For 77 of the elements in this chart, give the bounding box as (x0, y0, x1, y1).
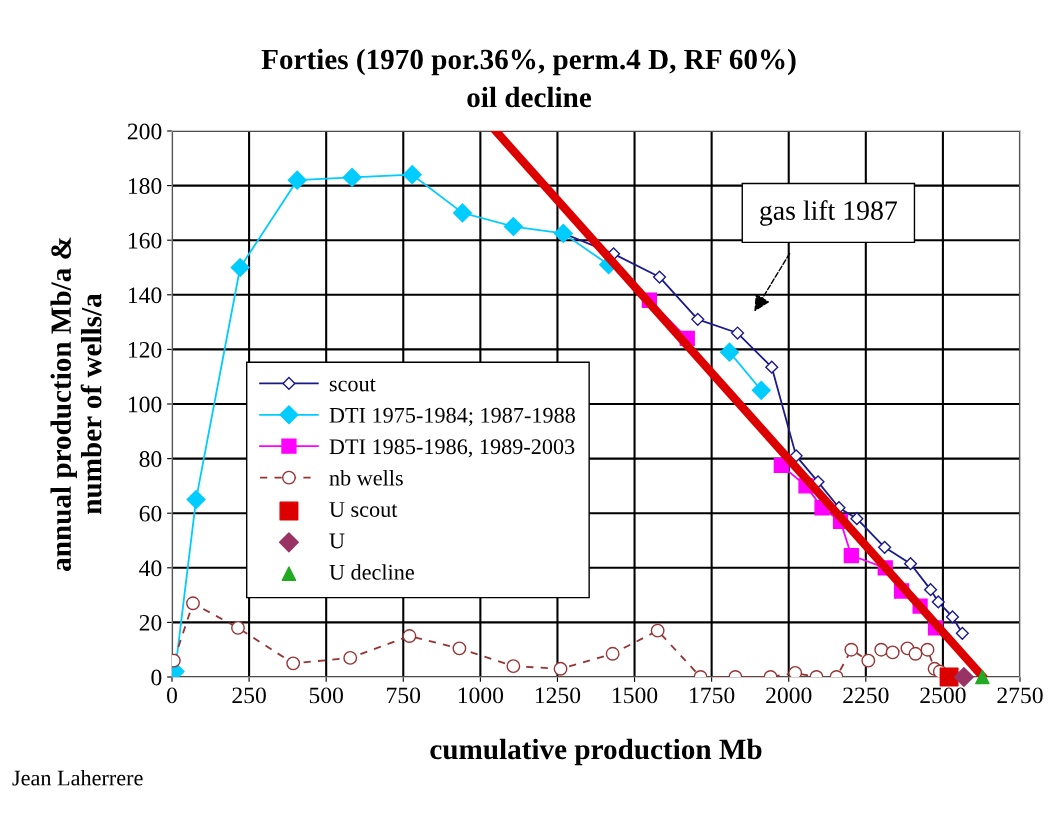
chart-title: Forties (1970 por.36%, perm.4 D, RF 60%) (261, 48, 796, 76)
legend-label: U decline (329, 564, 414, 580)
point (945, 610, 960, 624)
y-tick-label: 100 (128, 396, 162, 413)
point (850, 512, 864, 526)
legend-label: scout (329, 378, 376, 392)
point (939, 667, 959, 687)
x-tick-label: 500 (309, 687, 343, 704)
point (908, 646, 923, 661)
point (719, 342, 740, 362)
y-tick-label: 160 (128, 232, 162, 249)
legend-label: DTI 1985-1986, 1989-2003 (329, 439, 575, 458)
y-axis-title: annual production Mb/a & number of wells/a (50, 237, 102, 571)
chart-subtitle: oil decline (467, 86, 592, 108)
point (953, 666, 974, 688)
point (605, 646, 620, 661)
x-tick-label: 2500 (920, 687, 966, 704)
point (885, 645, 900, 660)
y-tick-label: 80 (139, 451, 162, 468)
point (878, 540, 892, 554)
point (231, 620, 245, 635)
point (751, 380, 771, 400)
legend-label: U (329, 533, 345, 549)
point (452, 203, 473, 223)
text: Jean Laherrere (12, 769, 143, 786)
point (843, 547, 859, 564)
y-tick-label: 40 (139, 560, 162, 577)
y-tick-label: 20 (139, 614, 162, 631)
x-tick-label: 2750 (997, 687, 1043, 704)
y-tick-label: 60 (139, 505, 162, 522)
y-tick-label: 120 (128, 341, 162, 358)
point (343, 650, 358, 665)
point (506, 659, 521, 674)
annotation: gas lift 1987 (760, 200, 897, 226)
point (287, 170, 307, 190)
x-tick-label: 250 (232, 687, 266, 704)
point (402, 629, 417, 643)
point (931, 595, 945, 609)
x-tick-label: 2250 (843, 687, 889, 704)
y-tick-label: 140 (128, 287, 162, 304)
point (788, 665, 803, 677)
point (903, 557, 918, 571)
point (652, 270, 667, 284)
x-tick-label: 1500 (613, 687, 658, 704)
y-tick-label: 180 (128, 178, 162, 195)
point (920, 642, 935, 657)
legend-label: nb wells (329, 469, 403, 486)
point (186, 596, 200, 611)
point (402, 165, 422, 185)
point (730, 326, 745, 340)
point (691, 312, 705, 326)
y-tick-label: 0 (151, 669, 162, 686)
point (861, 653, 876, 668)
x-tick-label: 0 (167, 687, 177, 704)
point (874, 642, 889, 657)
x-tick-label: 750 (387, 687, 421, 704)
point (955, 626, 969, 640)
point (452, 641, 467, 656)
point (650, 623, 665, 638)
point (923, 583, 938, 597)
y-tick-label: 200 (127, 123, 162, 140)
legend-label: U scout (329, 502, 398, 517)
point (342, 167, 362, 187)
point (286, 656, 301, 671)
legend-label: DTI 1975-1984; 1987-1988 (329, 407, 575, 426)
x-tick-label: 1750 (690, 687, 735, 704)
point (186, 490, 206, 510)
point (975, 669, 990, 685)
point (765, 360, 779, 374)
point (844, 642, 859, 657)
x-axis-title: cumulative production Mb (430, 738, 762, 766)
x-tick-label: 1000 (458, 687, 504, 704)
point (503, 217, 523, 237)
x-tick-label: 2000 (766, 687, 812, 704)
point (230, 257, 250, 278)
x-tick-label: 1250 (535, 687, 581, 704)
point (553, 661, 568, 676)
